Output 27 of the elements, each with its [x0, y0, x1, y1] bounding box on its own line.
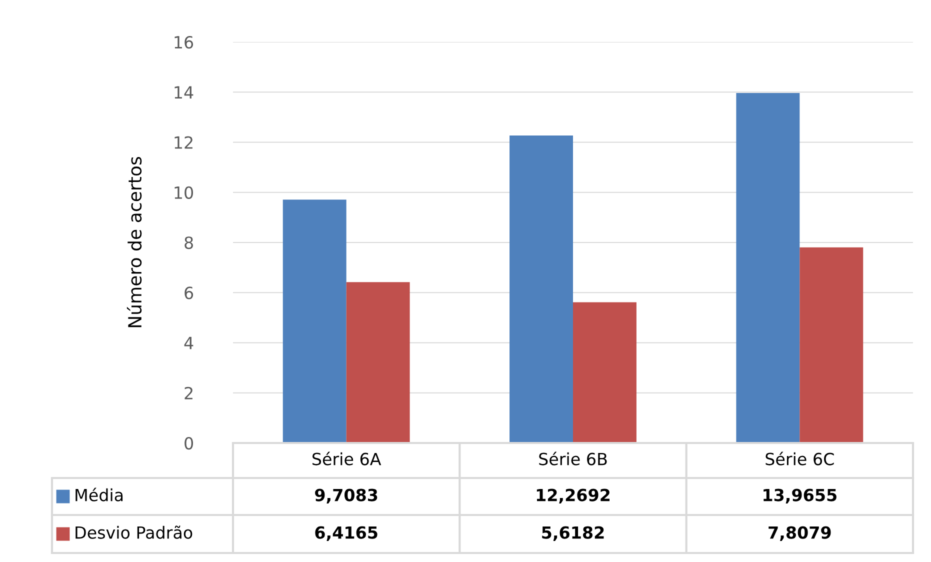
- bar: [346, 282, 410, 443]
- bar: [736, 92, 800, 443]
- y-tick-label: 4: [184, 336, 194, 350]
- data-label: 13,9655: [764, 488, 836, 504]
- bar: [800, 247, 864, 443]
- x-tick-label: Série 6B: [539, 452, 607, 466]
- y-tick-label: 10: [174, 186, 194, 199]
- y-tick-label: 2: [184, 386, 192, 400]
- y-axis-title: Número de acertos: [126, 156, 142, 328]
- legend-label: Média: [76, 488, 123, 502]
- x-tick-label: Série 6A: [312, 452, 382, 466]
- bar: [573, 302, 636, 443]
- data-label: 9,7083: [315, 488, 378, 504]
- data-label: 12,2692: [536, 488, 610, 504]
- y-tick-label: 12: [174, 136, 192, 149]
- bar: [510, 136, 573, 443]
- y-tick-label: 0: [184, 436, 194, 450]
- data-label: 5,6182: [542, 526, 604, 541]
- y-tick-label: 16: [174, 36, 194, 49]
- y-tick-label: 6: [184, 286, 194, 300]
- data-label: 7,8079: [768, 526, 831, 541]
- legend-label: Desvio Padrão: [76, 526, 192, 539]
- data-label: 6,4165: [315, 526, 378, 541]
- y-tick-label: 8: [184, 236, 193, 250]
- bar: [282, 200, 346, 443]
- x-tick-label: Série 6C: [766, 452, 834, 466]
- y-tick-label: 14: [174, 86, 194, 98]
